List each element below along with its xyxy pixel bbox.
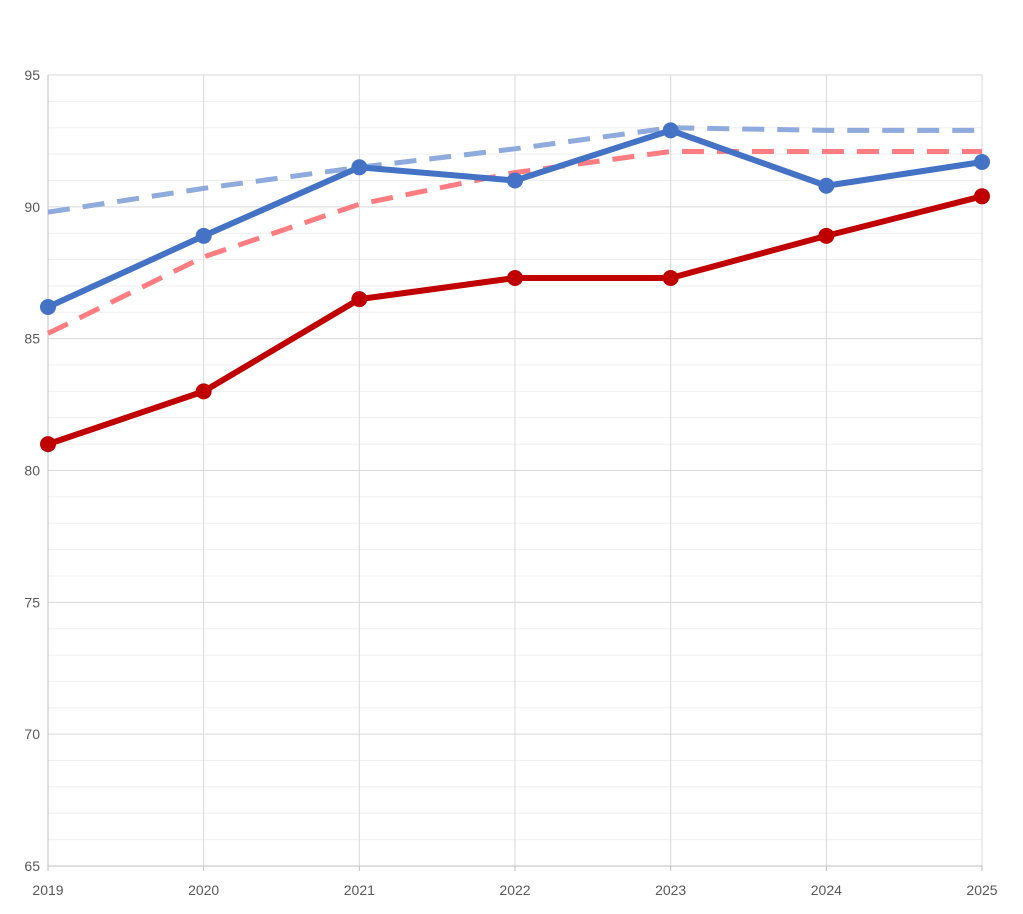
y-tick-label: 80 xyxy=(24,463,40,479)
x-tick-label: 2023 xyxy=(655,882,686,898)
x-tick-label: 2025 xyxy=(966,882,997,898)
series-4-point xyxy=(662,270,679,287)
y-tick-label: 85 xyxy=(24,331,40,347)
x-tick-label: 2019 xyxy=(32,882,63,898)
y-tick-label: 95 xyxy=(24,67,40,83)
series-4-point xyxy=(351,291,368,308)
series-3-point xyxy=(40,299,56,316)
axis-layer xyxy=(47,75,983,871)
y-tick-label: 75 xyxy=(24,594,40,610)
series-4-point xyxy=(974,188,990,205)
series-3-point xyxy=(507,172,523,189)
y-tick-label: 70 xyxy=(24,726,40,742)
series-3-point xyxy=(974,154,990,171)
x-tick-label: 2024 xyxy=(811,882,842,898)
series-layer xyxy=(40,122,990,453)
series-4-point xyxy=(40,436,56,453)
series-3-point xyxy=(195,227,212,244)
series-4-point xyxy=(507,270,523,287)
series-3-point xyxy=(818,177,835,194)
grid-layer xyxy=(48,74,983,866)
x-tick-label: 2022 xyxy=(499,882,530,898)
series-4-point xyxy=(818,227,835,244)
x-tick-label: 2020 xyxy=(188,882,219,898)
y-tick-label: 90 xyxy=(24,199,40,215)
series-line-1 xyxy=(47,125,982,215)
label-layer: 65 70 75 80 85 90 95 2019 2020 2021 2022 2023 2024 20… xyxy=(24,67,997,898)
x-tick-label: 2021 xyxy=(344,882,375,898)
y-tick-label: 65 xyxy=(24,858,40,874)
series-3-point xyxy=(662,122,679,139)
series-3-point xyxy=(351,159,368,176)
series-4-point xyxy=(195,383,212,400)
